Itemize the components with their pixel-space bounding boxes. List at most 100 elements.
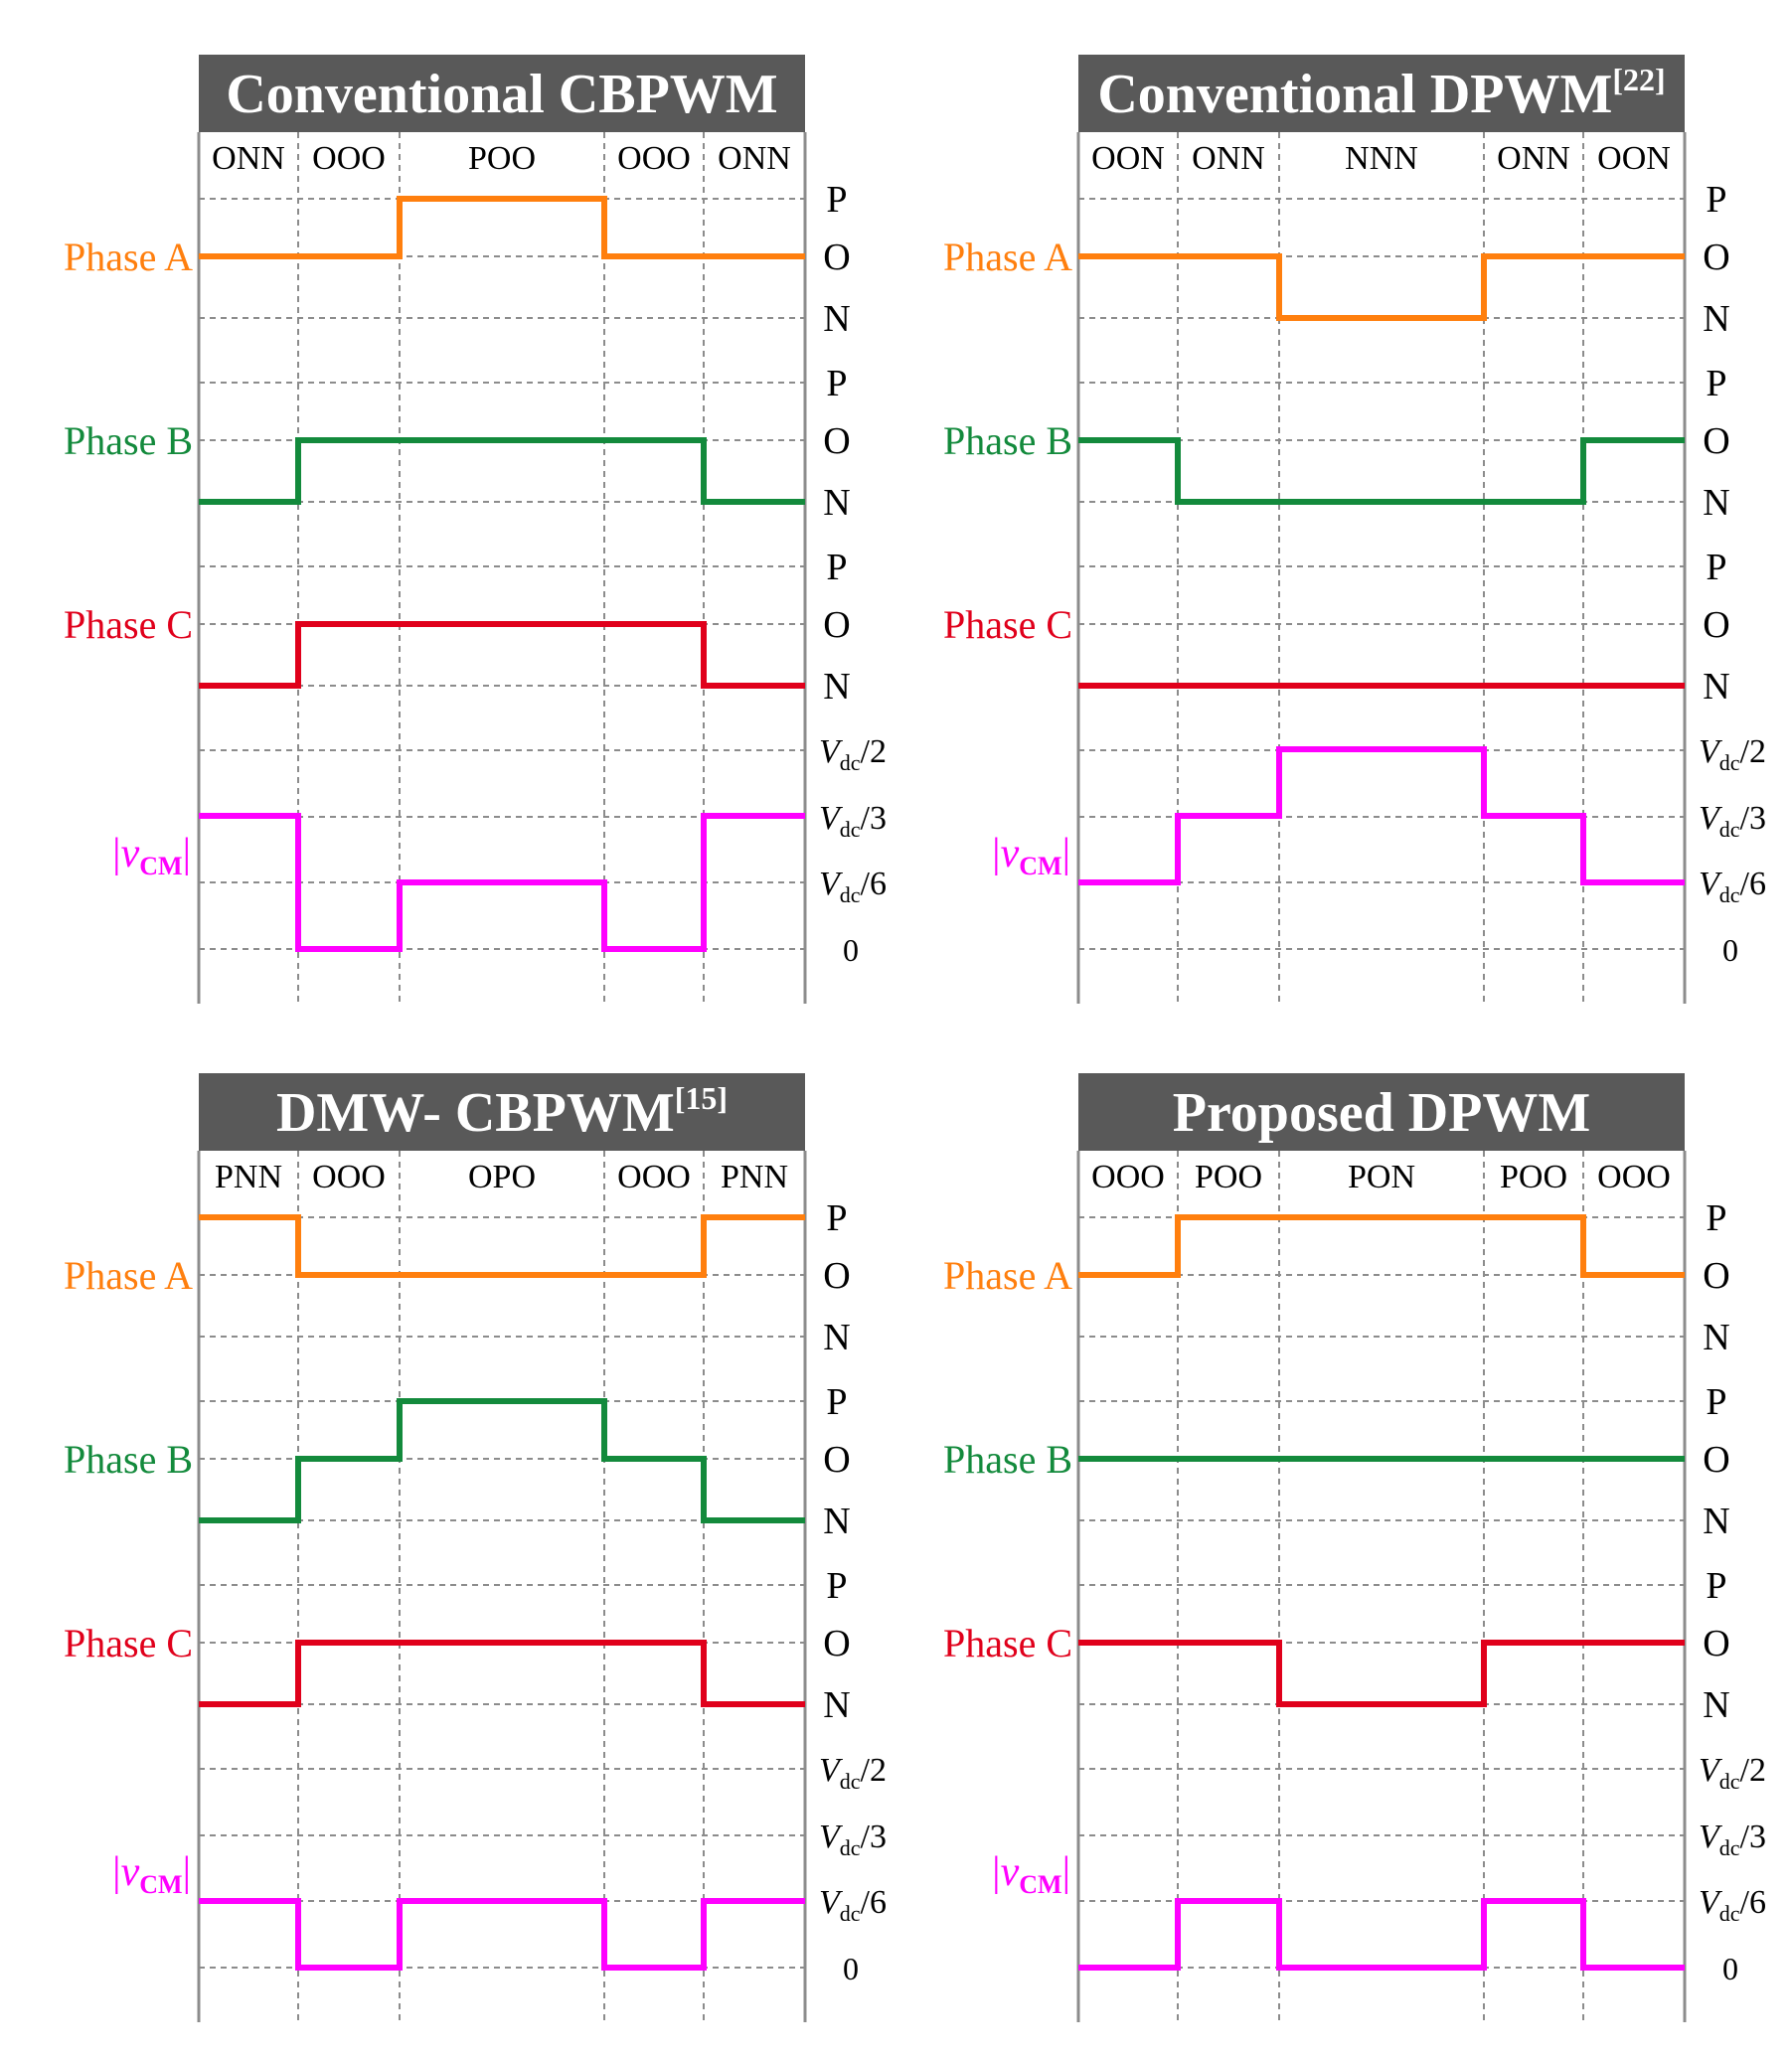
level-label-o: O <box>823 1439 850 1481</box>
phase-c-label: Phase C <box>943 602 1072 647</box>
vdc-denominator: /3 <box>861 800 887 837</box>
vdc-denominator: /2 <box>861 733 887 770</box>
title-main: Conventional DPWM <box>1097 64 1612 125</box>
vcm-subscript: CM <box>1019 1870 1061 1899</box>
segment-state-label: POO <box>1500 1159 1567 1195</box>
vdc-level-label: Vdc/2 <box>1699 1752 1766 1794</box>
vdc-denominator: /6 <box>1740 866 1766 902</box>
zero-level-label: 0 <box>843 932 859 968</box>
segment-state-label: OOO <box>617 1159 691 1195</box>
level-label-o: O <box>823 604 850 646</box>
title-bar <box>1078 55 1685 132</box>
vcm-symbol: v <box>1001 1849 1020 1895</box>
segment-state-label: POO <box>468 140 536 177</box>
level-label-n: N <box>823 1684 850 1726</box>
level-label-o: O <box>1703 604 1729 646</box>
panel-title: Conventional DPWM[22] <box>1097 62 1665 125</box>
level-label-p: P <box>826 547 847 588</box>
abs-bar: | <box>992 831 1000 876</box>
level-label-o: O <box>823 237 850 278</box>
vdc-level-label: Vdc/6 <box>1699 1884 1766 1926</box>
segment-state-label: ONN <box>718 140 791 177</box>
phase-b-waveform <box>199 1398 805 1523</box>
panel-3: DMW- CBPWM[15]PNN OOO OPO OOO PNNPONPONPONVd… <box>64 1073 887 2022</box>
segment-state-label: OOO <box>312 1159 386 1195</box>
vcm-waveform <box>1078 746 1685 885</box>
title-main: Proposed DPWM <box>1173 1082 1591 1144</box>
level-label-p: P <box>1706 1565 1726 1607</box>
zero-level-label: 0 <box>843 1951 859 1986</box>
vcm-label: |vCM| <box>112 1849 191 1899</box>
vdc-denominator: /3 <box>1740 800 1766 837</box>
vcm-waveform <box>1078 1898 1685 1971</box>
level-label-n: N <box>823 1317 850 1358</box>
vdc-subscript: dc <box>840 750 861 775</box>
level-label-n: N <box>1703 1684 1729 1726</box>
title-bar <box>1078 1073 1685 1151</box>
phase-b-label: Phase B <box>64 418 193 463</box>
phase-c-label: Phase C <box>64 1621 193 1665</box>
phase-a-label: Phase A <box>64 235 193 279</box>
phase-a-waveform <box>199 196 805 259</box>
vcm-subscript: CM <box>139 852 182 880</box>
level-label-p: P <box>826 363 847 404</box>
phase-a-label: Phase A <box>943 235 1072 279</box>
segment-state-label: OOO <box>617 140 691 177</box>
vdc-subscript: dc <box>1719 882 1740 907</box>
level-label-p: P <box>826 1381 847 1423</box>
phase-c-label: Phase C <box>943 1621 1072 1665</box>
vcm-label: |vCM| <box>992 831 1070 880</box>
vdc-subscript: dc <box>840 817 861 842</box>
segment-state-label: OOO <box>312 140 386 177</box>
vdc-denominator: /2 <box>861 1752 887 1789</box>
vdc-level-label: Vdc/3 <box>1699 800 1766 842</box>
vdc-subscript: dc <box>840 1769 861 1794</box>
title-reference: [15] <box>675 1080 728 1116</box>
level-label-p: P <box>1706 179 1726 221</box>
level-label-o: O <box>1703 1623 1729 1664</box>
abs-bar: | <box>1062 1849 1070 1895</box>
segment-state-label: POO <box>1195 1159 1262 1195</box>
segment-state-label: OPO <box>468 1159 536 1195</box>
level-label-p: P <box>1706 547 1726 588</box>
vdc-subscript: dc <box>1719 1769 1740 1794</box>
vdc-denominator: /2 <box>1740 1752 1766 1789</box>
phase-b-waveform <box>1078 437 1685 505</box>
level-label-n: N <box>823 298 850 340</box>
level-label-o: O <box>823 1255 850 1297</box>
title-bar <box>199 55 805 132</box>
level-label-n: N <box>1703 666 1729 708</box>
level-label-n: N <box>823 666 850 708</box>
level-label-p: P <box>1706 1197 1726 1239</box>
level-label-n: N <box>823 482 850 524</box>
phase-a-label: Phase A <box>943 1253 1072 1298</box>
vcm-label: |vCM| <box>112 831 191 880</box>
vdc-level-label: Vdc/2 <box>1699 733 1766 775</box>
vdc-denominator: /3 <box>1740 1819 1766 1855</box>
vdc-denominator: /2 <box>1740 733 1766 770</box>
segment-state-label: ONN <box>1497 140 1570 177</box>
level-label-n: N <box>1703 482 1729 524</box>
zero-level-label: 0 <box>1722 1951 1738 1986</box>
abs-bar: | <box>992 1849 1000 1895</box>
level-label-n: N <box>823 1501 850 1542</box>
vcm-symbol: v <box>121 831 140 876</box>
vdc-subscript: dc <box>1719 750 1740 775</box>
abs-bar: | <box>112 1849 120 1895</box>
phase-a-waveform <box>199 1214 805 1278</box>
segment-state-label: PNN <box>721 1159 788 1195</box>
level-label-o: O <box>1703 1439 1729 1481</box>
vdc-level-label: Vdc/3 <box>1699 1819 1766 1860</box>
level-label-p: P <box>826 1565 847 1607</box>
vcm-subscript: CM <box>139 1870 182 1899</box>
vdc-level-label: Vdc/3 <box>819 800 887 842</box>
level-label-p: P <box>1706 1381 1726 1423</box>
panel-title: Conventional CBPWM <box>226 64 777 125</box>
level-label-o: O <box>1703 420 1729 462</box>
vdc-denominator: /6 <box>861 1884 887 1921</box>
vdc-subscript: dc <box>840 882 861 907</box>
vcm-subscript: CM <box>1019 852 1061 880</box>
segment-state-label: ONN <box>212 140 285 177</box>
